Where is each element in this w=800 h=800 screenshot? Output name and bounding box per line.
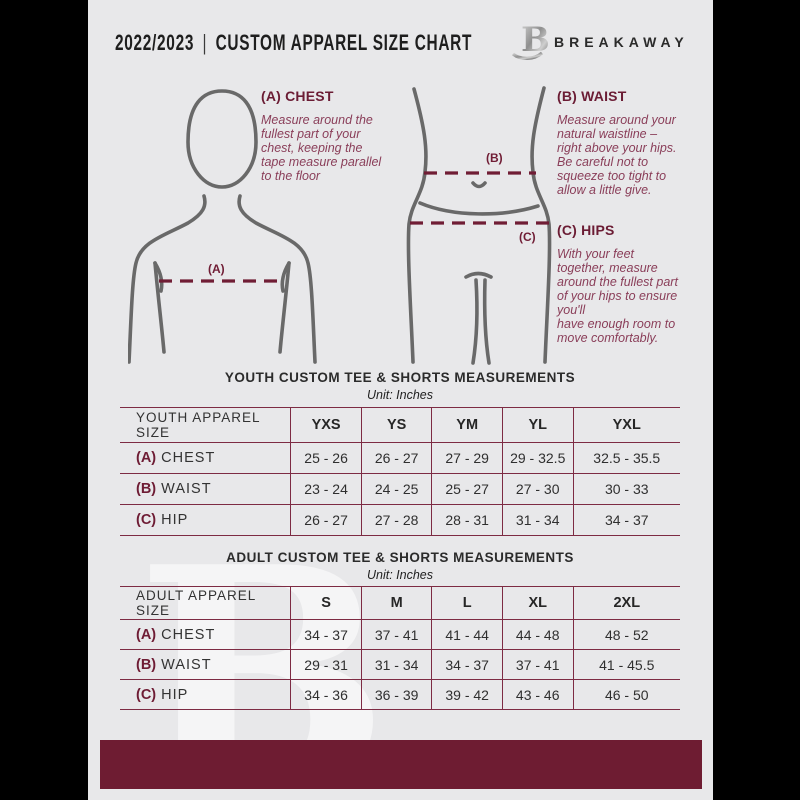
measurement-value: 26 - 27 xyxy=(360,442,432,474)
measurement-label: (B) WAIST xyxy=(136,481,212,497)
measurement-label: (A) CHEST xyxy=(136,626,216,643)
waist-point-label: (B) xyxy=(486,151,503,165)
table-header-row: ADULT APPAREL SIZE S M L XL 2XL xyxy=(120,586,680,620)
measurement-value: 27 - 28 xyxy=(360,504,432,536)
apparel-size-header: ADULT APPAREL SIZE xyxy=(136,588,256,618)
adult-section-title: ADULT CUSTOM TEE & SHORTS MEASUREMENTS xyxy=(226,550,574,565)
title-text: CUSTOM APPAREL SIZE CHART xyxy=(215,30,473,55)
measurement-value: 27 - 30 xyxy=(501,473,573,505)
measurement-value: 43 - 46 xyxy=(501,679,573,710)
youth-section-title: YOUTH CUSTOM TEE & SHORTS MEASUREMENTS xyxy=(224,370,576,385)
instruction-chest: (A) CHEST Measure around the fullest par… xyxy=(261,88,426,183)
measurement-value: 25 - 26 xyxy=(290,442,362,474)
measurement-label: (A) CHEST xyxy=(136,450,216,466)
measurement-value: 30 - 33 xyxy=(572,473,680,505)
instruction-text: Measure around the fullest part of your … xyxy=(261,113,382,183)
adult-unit-label: Unit: Inches xyxy=(366,568,433,582)
footer-bar xyxy=(100,740,702,789)
brand-name: BREAKAWAY xyxy=(554,34,689,50)
instruction-text: With your feet together, measure around … xyxy=(557,247,678,345)
youth-unit-label: Unit: Inches xyxy=(366,388,433,402)
measurement-label: (B) WAIST xyxy=(136,656,212,673)
measurement-value: 32.5 - 35.5 xyxy=(572,442,680,474)
measurement-value: 23 - 24 xyxy=(290,473,362,505)
instruction-heading: (A) CHEST xyxy=(261,88,334,104)
measurement-value: 24 - 25 xyxy=(360,473,432,505)
instruction-hips: (C) HIPS With your feet together, measur… xyxy=(557,222,709,345)
measurement-row: (C) HIP 26 - 27 27 - 28 28 - 31 31 - 34 34 - … xyxy=(120,504,680,536)
measurement-value: 34 - 37 xyxy=(290,619,362,650)
measurement-value: 29 - 32.5 xyxy=(501,442,573,474)
size-chart-page: B 2022/2023 | CUSTOM APPAREL SIZE CHART B … xyxy=(88,0,713,800)
measurement-value: 44 - 48 xyxy=(501,619,573,650)
year-text: 2022/2023 xyxy=(115,30,195,55)
measurement-value: 39 - 42 xyxy=(431,679,503,710)
size-column-header: YXL xyxy=(572,407,680,443)
instruction-heading: (C) HIPS xyxy=(557,222,615,238)
size-column-header: L xyxy=(431,586,503,620)
size-column-header: 2XL xyxy=(572,586,680,620)
upper-body-figure: (A) xyxy=(128,89,317,364)
measurement-value: 37 - 41 xyxy=(501,649,573,680)
measurement-value: 41 - 44 xyxy=(431,619,503,650)
page-title: 2022/2023 | CUSTOM APPAREL SIZE CHART xyxy=(115,30,472,56)
table-header-row: YOUTH APPAREL SIZE YXS YS YM YL YXL xyxy=(120,407,680,443)
measurement-value: 37 - 41 xyxy=(360,619,432,650)
measurement-value: 34 - 36 xyxy=(290,679,362,710)
size-column-header: YXS xyxy=(290,407,362,443)
measurement-row: (C) HIP 34 - 36 36 - 39 39 - 42 43 - 46 46 - … xyxy=(120,679,680,710)
measurement-row: (B) WAIST 29 - 31 31 - 34 34 - 37 37 - 41 41 … xyxy=(120,649,680,680)
size-column-header: S xyxy=(290,586,362,620)
apparel-size-header: YOUTH APPAREL SIZE xyxy=(136,410,261,440)
measurement-value: 36 - 39 xyxy=(360,679,432,710)
instruction-text: Measure around your natural waistline – … xyxy=(557,113,677,197)
size-column-header: YL xyxy=(501,407,573,443)
measurement-row: (A) CHEST 34 - 37 37 - 41 41 - 44 44 - 48 48 … xyxy=(120,619,680,650)
size-column-header: YS xyxy=(360,407,432,443)
measurement-value: 29 - 31 xyxy=(290,649,362,680)
size-column-header: YM xyxy=(431,407,503,443)
measurement-value: 31 - 34 xyxy=(501,504,573,536)
measurement-value: 48 - 52 xyxy=(572,619,680,650)
title-divider: | xyxy=(202,30,208,55)
measurement-row: (B) WAIST 23 - 24 24 - 25 25 - 27 27 - 30 30 … xyxy=(120,473,680,505)
measurement-value: 25 - 27 xyxy=(431,473,503,505)
size-column-header: M xyxy=(360,586,432,620)
measurement-value: 41 - 45.5 xyxy=(572,649,680,680)
instruction-heading: (B) WAIST xyxy=(557,88,627,104)
size-column-header: XL xyxy=(501,586,573,620)
measurement-value: 31 - 34 xyxy=(360,649,432,680)
lower-body-figure: (B) (C) xyxy=(406,86,552,365)
breakaway-logo-icon: B xyxy=(512,20,550,60)
measurement-value: 34 - 37 xyxy=(431,649,503,680)
measurement-row: (A) CHEST 25 - 26 26 - 27 27 - 29 29 - 32.5 3… xyxy=(120,442,680,474)
chest-point-label: (A) xyxy=(208,262,225,276)
measurement-value: 28 - 31 xyxy=(431,504,503,536)
instruction-waist: (B) WAIST Measure around your natural wa… xyxy=(557,88,709,197)
measurement-value: 27 - 29 xyxy=(431,442,503,474)
hip-point-label: (C) xyxy=(519,230,536,244)
measurement-value: 34 - 37 xyxy=(572,504,680,536)
measurement-label: (C) HIP xyxy=(136,686,189,703)
adult-size-table: ADULT APPAREL SIZE S M L XL 2XL (A) CHEST 34 -… xyxy=(120,586,680,710)
youth-size-table: YOUTH APPAREL SIZE YXS YS YM YL YXL (A) CHEST… xyxy=(120,407,680,536)
measurement-value: 26 - 27 xyxy=(290,504,362,536)
measurement-label: (C) HIP xyxy=(136,512,189,528)
measurement-value: 46 - 50 xyxy=(572,679,680,710)
